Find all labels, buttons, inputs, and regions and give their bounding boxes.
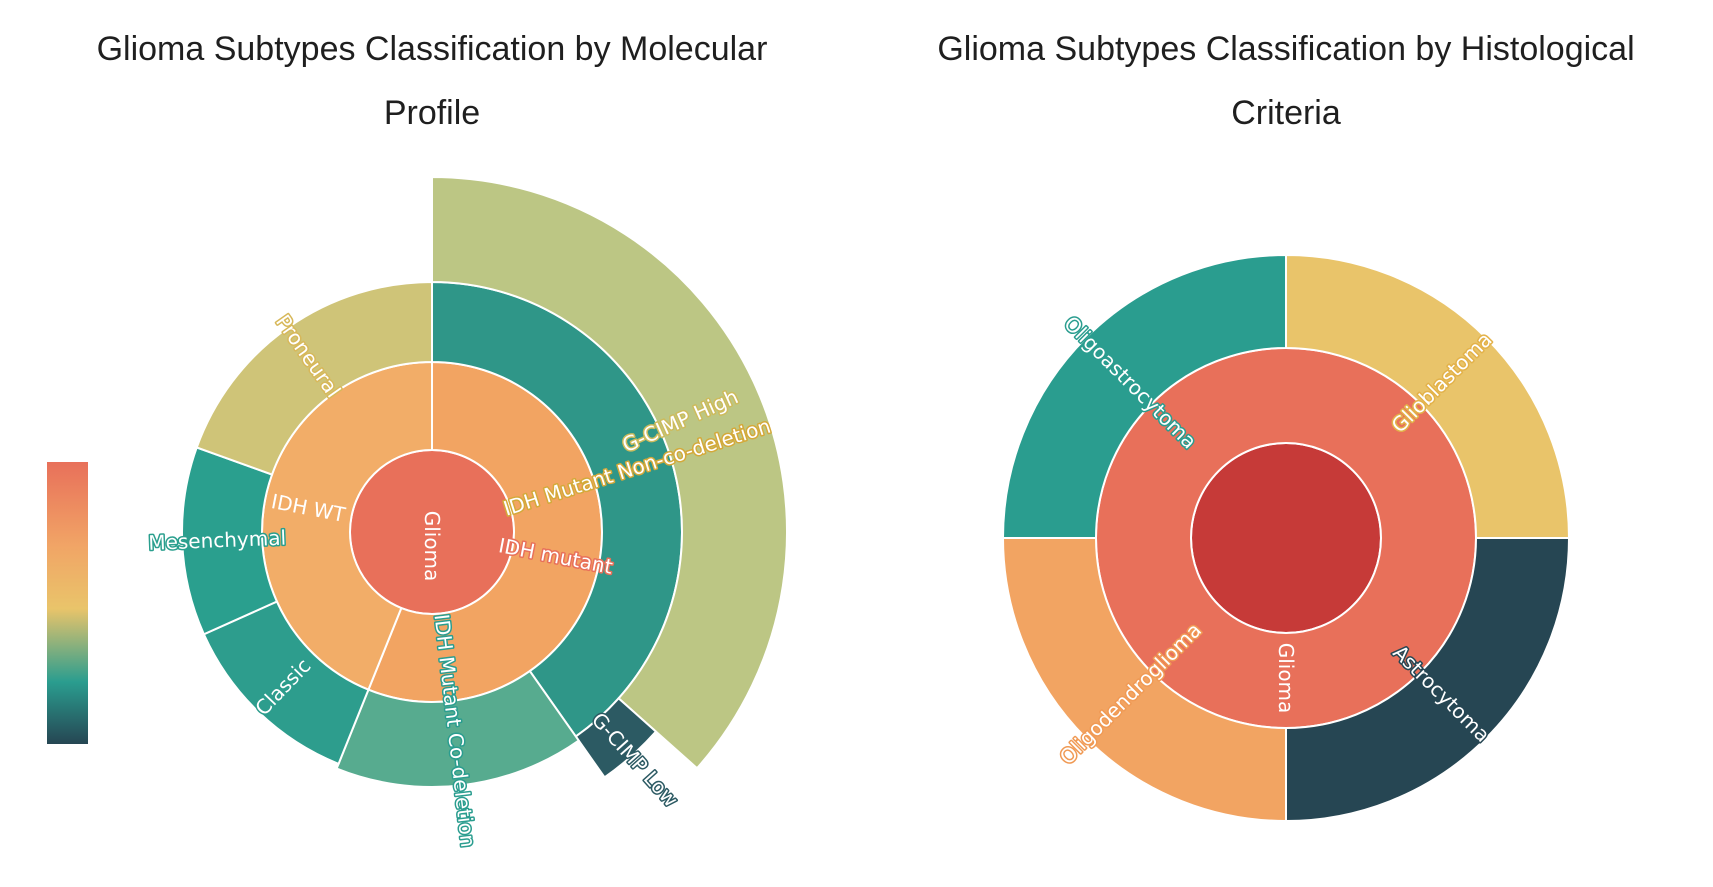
sector-g-cimp-high[interactable] xyxy=(431,175,788,770)
sector-glioblastoma[interactable] xyxy=(1285,253,1571,539)
label-glioma: Glioma xyxy=(1274,643,1298,714)
chart1-title-line1: Glioma Subtypes Classification by Molecu… xyxy=(97,30,768,68)
chart2-title-line1: Glioma Subtypes Classification by Histol… xyxy=(937,30,1634,68)
chart2-title-line2: Criteria xyxy=(1231,94,1341,132)
sunburst-histological: GliomaGlioblastomaAstrocytomaOligodendro… xyxy=(1001,253,1571,823)
sector-oligodendroglioma[interactable] xyxy=(1001,537,1287,823)
sector-proneural[interactable] xyxy=(195,280,433,476)
sector-idh-mutant-co-deletion[interactable] xyxy=(335,669,581,788)
label-glioma: Glioma xyxy=(420,511,444,582)
colorbar xyxy=(47,462,88,744)
chart1-title-line2: Profile xyxy=(384,94,480,132)
sector-oligoastrocytoma[interactable] xyxy=(1001,253,1287,539)
sector-astrocytoma[interactable] xyxy=(1285,537,1571,823)
